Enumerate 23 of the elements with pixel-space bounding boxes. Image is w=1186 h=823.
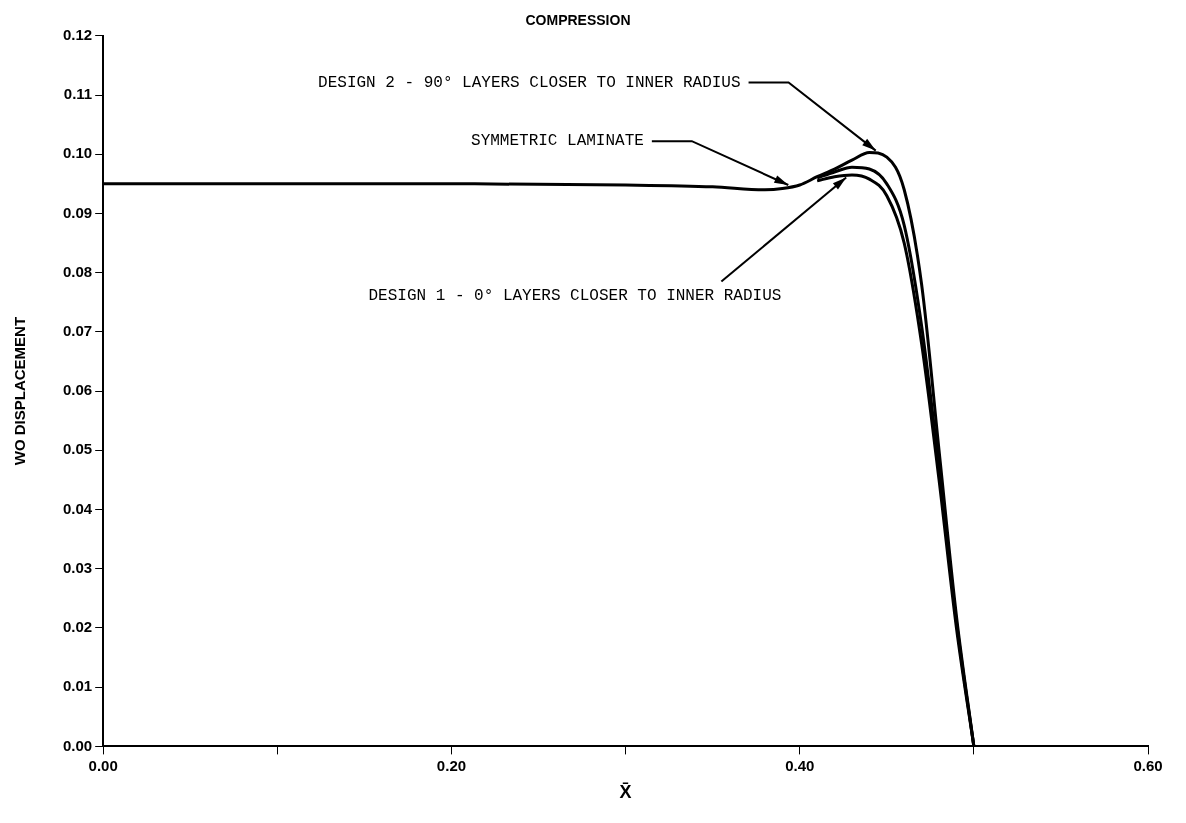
- y-tick-label: 0.05: [62, 440, 93, 458]
- y-tick-label: 0.07: [62, 322, 93, 340]
- annotation: SYMMETRIC LAMINATE: [471, 132, 644, 151]
- x-axis-title: X̄: [619, 782, 632, 803]
- y-axis-title: WO DISPLACEMENT: [11, 316, 29, 466]
- y-tick-label: 0.01: [62, 677, 93, 695]
- y-tick-label: 0.04: [62, 499, 93, 517]
- y-tick-label: 0.06: [62, 381, 93, 399]
- x-tick-label: 0.00: [88, 756, 118, 774]
- y-tick-label: 0.10: [62, 144, 93, 162]
- y-tick-label: 0.02: [62, 618, 93, 636]
- y-tick-label: 0.08: [62, 262, 93, 280]
- y-tick-label: 0.00: [62, 736, 93, 754]
- y-tick-label: 0.09: [62, 203, 93, 221]
- y-tick-label: 0.11: [63, 85, 93, 103]
- x-tick-label: 0.60: [1133, 756, 1163, 774]
- x-tick-label: 0.40: [785, 756, 815, 774]
- annotation: DESIGN 1 - 0° LAYERS CLOSER TO INNER RADIUS: [368, 286, 782, 305]
- x-tick-label: 0.20: [436, 756, 467, 774]
- annotation: DESIGN 2 - 90° LAYERS CLOSER TO INNER RADIUS: [318, 73, 741, 92]
- y-tick-label: 0.03: [62, 558, 93, 576]
- chart-title: COMPRESSION: [525, 12, 631, 29]
- y-tick-label: 0.12: [62, 25, 93, 43]
